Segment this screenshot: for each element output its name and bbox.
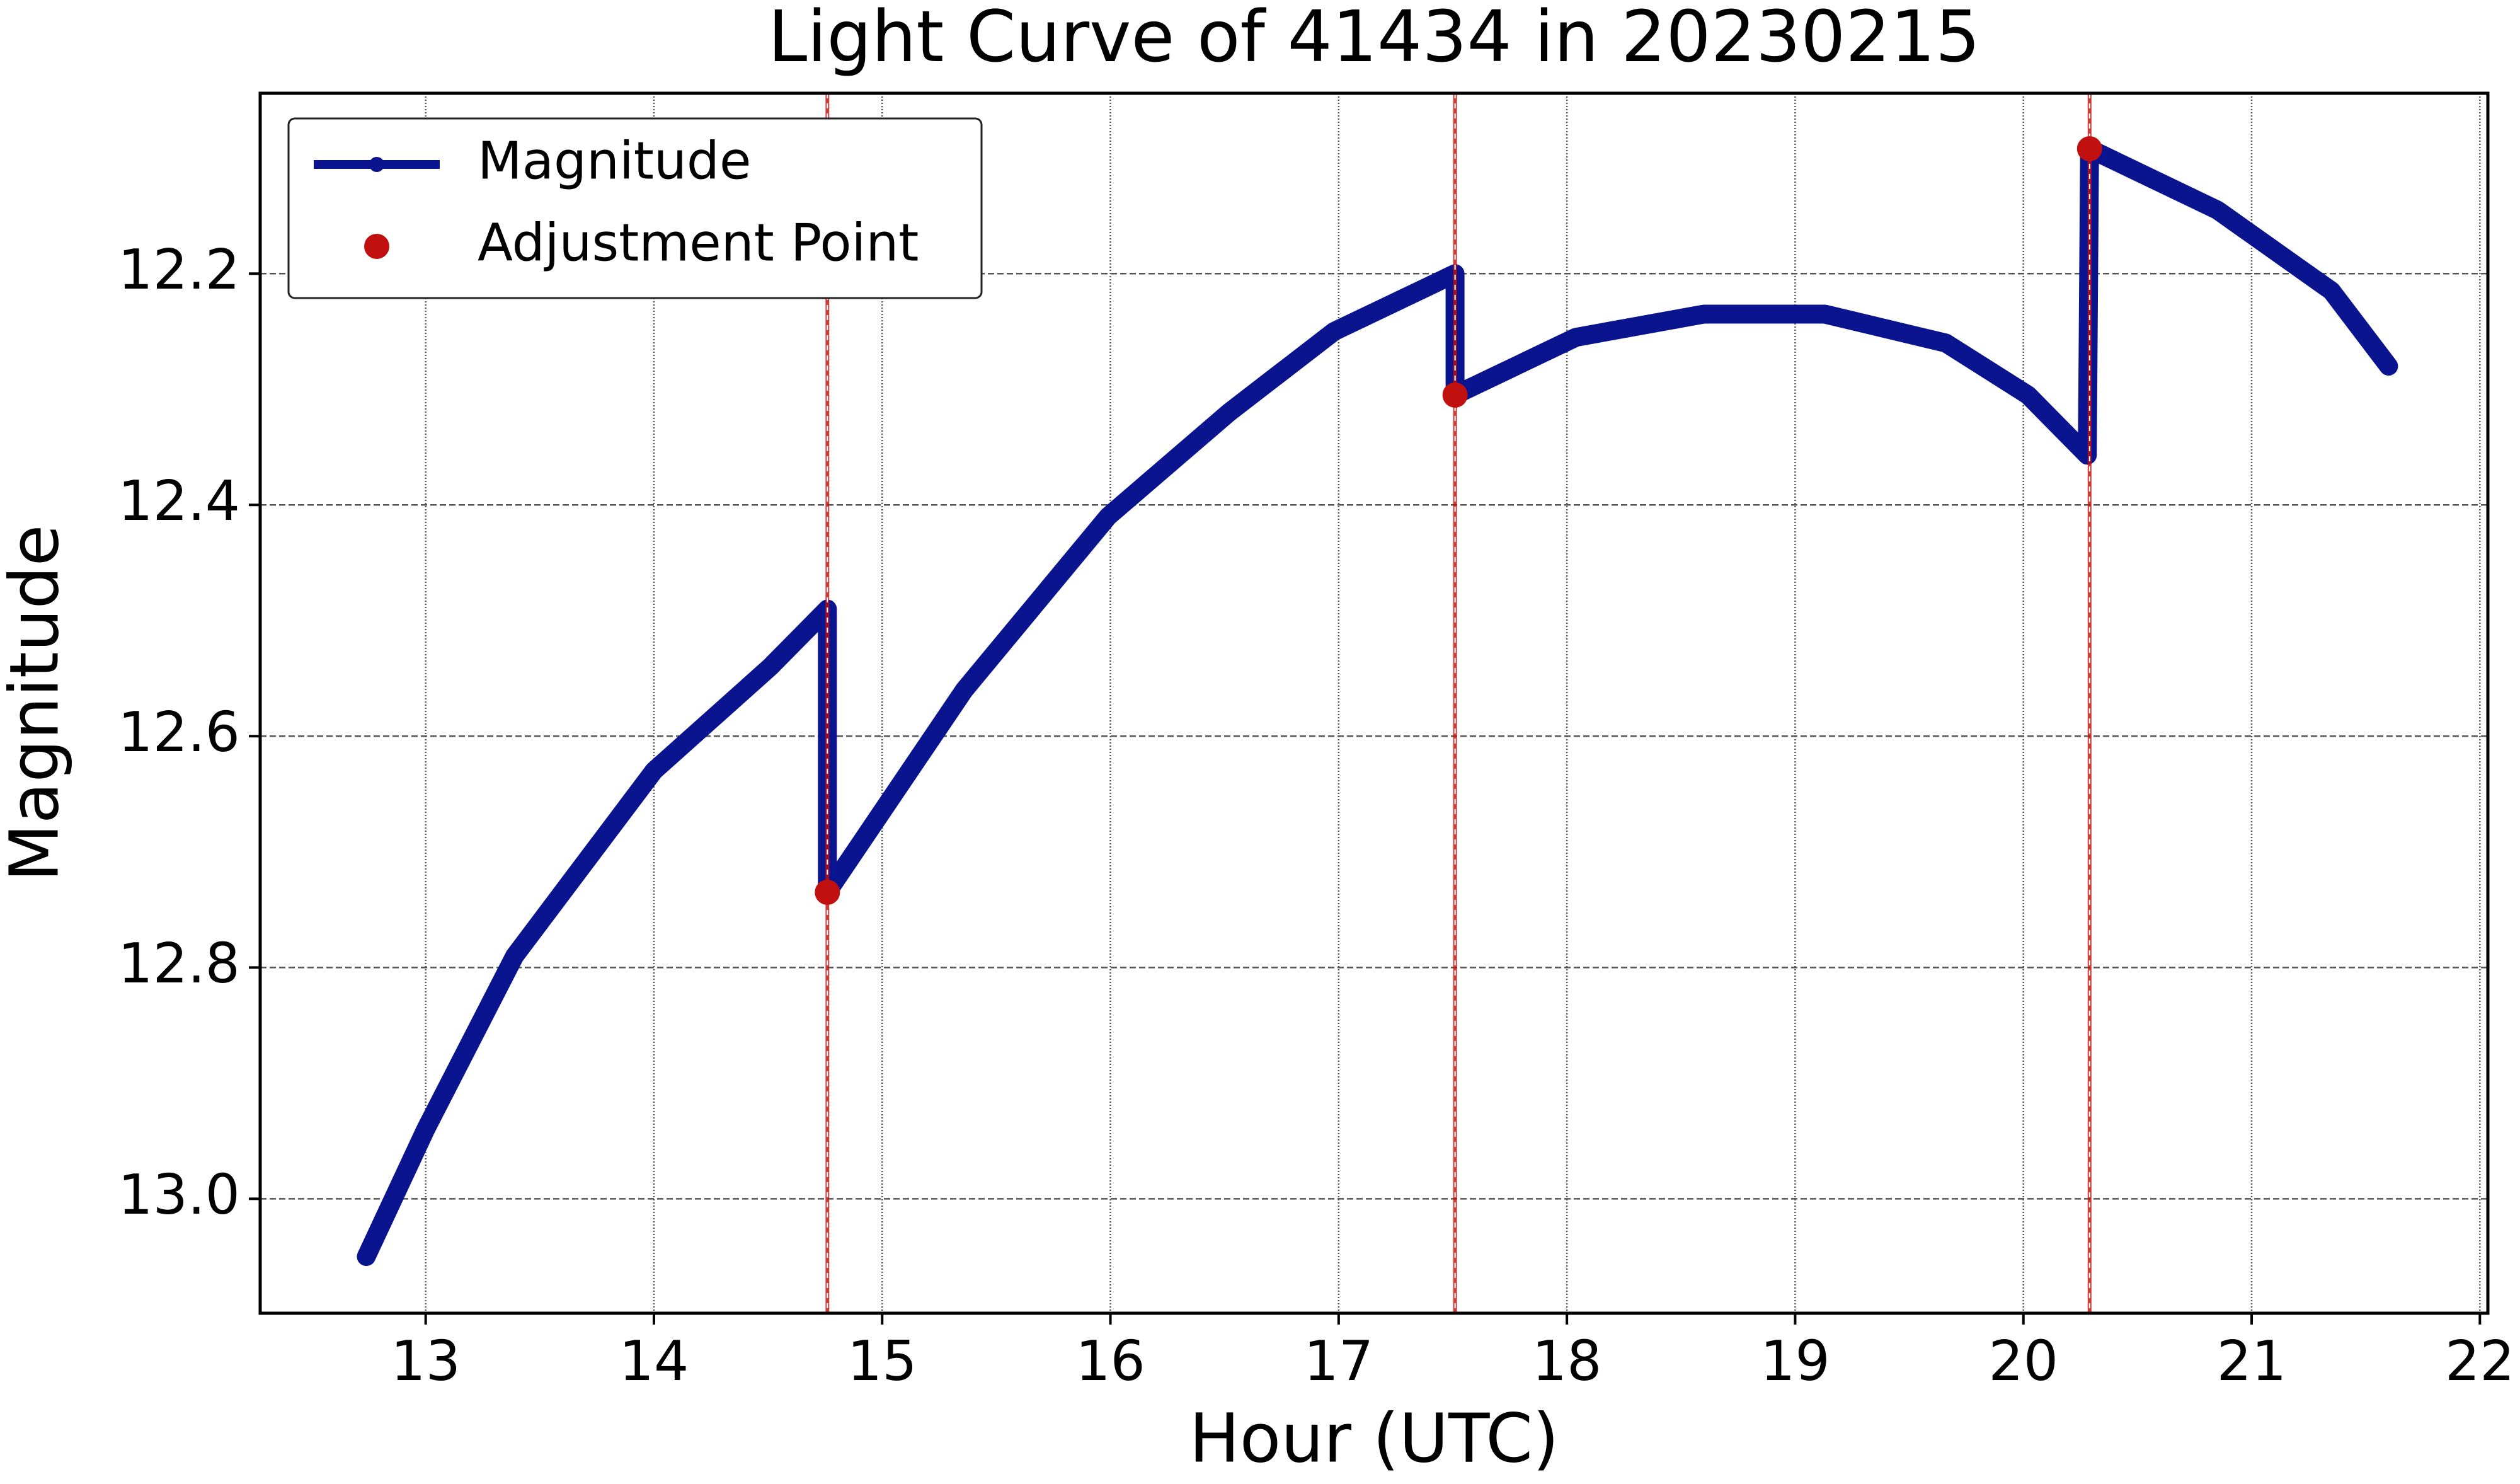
x-tick-label: 21 [2217, 1329, 2287, 1393]
x-tick-label: 16 [1075, 1329, 1145, 1393]
legend-swatch-dot [369, 157, 384, 172]
y-tick-label: 12.4 [118, 469, 240, 533]
y-tick-label: 13.0 [118, 1163, 240, 1227]
y-tick-label: 12.6 [118, 700, 240, 764]
x-tick-label: 13 [391, 1329, 461, 1393]
magnitude-line [357, 139, 2398, 1267]
y-axis-label: Magnitude [0, 525, 74, 882]
legend-swatch [364, 234, 389, 259]
adjustment-point [815, 880, 840, 906]
x-tick-label: 17 [1303, 1329, 1373, 1393]
y-tick-label: 12.2 [118, 238, 240, 302]
legend-box [287, 117, 983, 299]
x-axis-label: Hour (UTC) [1189, 1400, 1559, 1478]
x-tick-label: 14 [619, 1329, 689, 1393]
x-tick-label: 15 [847, 1329, 917, 1393]
adjustment-point [2076, 136, 2102, 162]
legend-label: Magnitude [478, 131, 751, 191]
plot-frame [258, 91, 2490, 1315]
x-tick-label: 20 [1988, 1329, 2058, 1393]
legend-label: Adjustment Point [478, 213, 919, 273]
chart-title: Light Curve of 41434 in 20230215 [768, 0, 1980, 78]
adjustment-point [1442, 382, 1468, 408]
y-tick-label: 12.8 [118, 931, 240, 996]
x-tick-label: 18 [1532, 1329, 1602, 1393]
x-tick-label: 22 [2445, 1329, 2515, 1393]
x-tick-label: 19 [1760, 1329, 1830, 1393]
